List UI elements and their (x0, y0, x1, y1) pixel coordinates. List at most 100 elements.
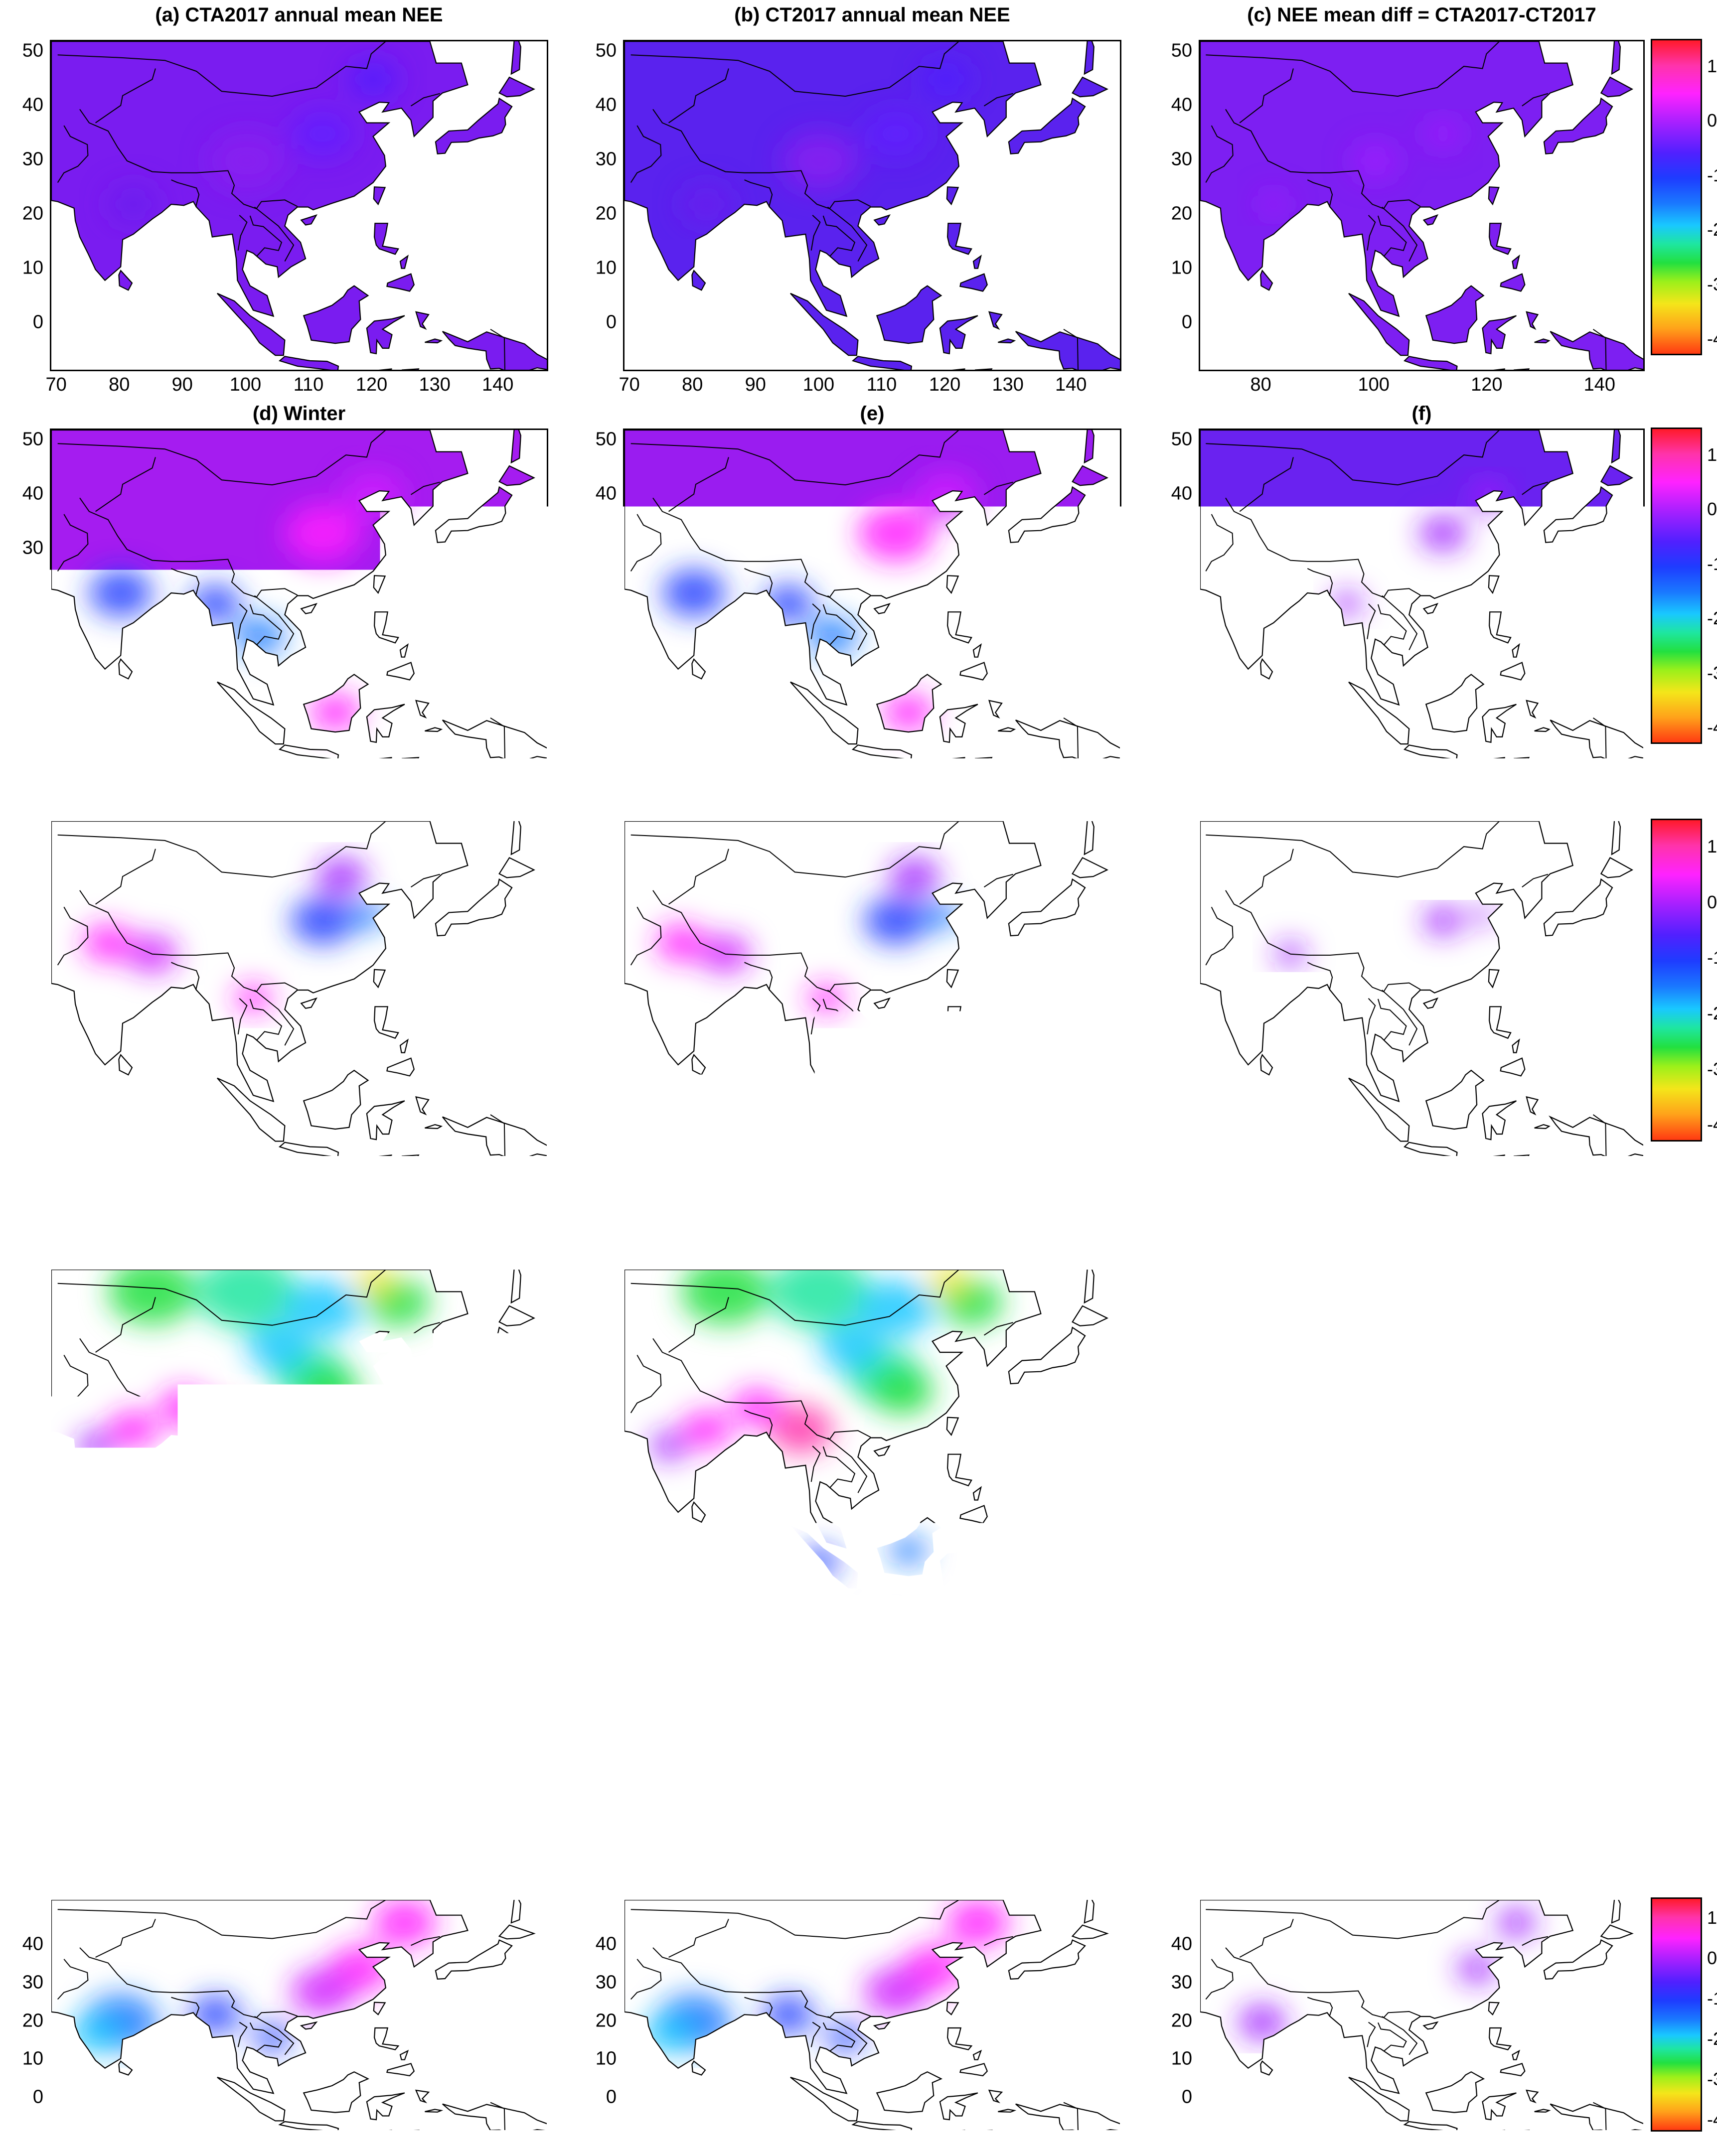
coastline (938, 1602, 965, 1604)
x-tick-label: 120 (356, 1160, 387, 1182)
colorbar-tick-label: 0 (1707, 499, 1717, 520)
map-panel-c (1199, 40, 1645, 371)
coastline (971, 369, 992, 371)
x-tick-label: 120 (1471, 374, 1502, 396)
x-tick-label: 120 (929, 763, 960, 784)
map-panel-g (50, 820, 548, 1157)
y-tick-label: 30 (586, 537, 617, 559)
coastline (1511, 1155, 1529, 1157)
y-tick-label: 20 (586, 591, 617, 613)
coastline (1481, 369, 1505, 371)
x-tick-label: 100 (1358, 1160, 1389, 1182)
y-tick-label: 10 (586, 257, 617, 279)
x-tick-label: 80 (1250, 374, 1271, 396)
y-tick-label: 10 (1161, 1489, 1192, 1510)
coastline (938, 757, 965, 760)
x-tick-label: 90 (745, 374, 766, 396)
colorbar-tick-label: -4 (1707, 717, 1717, 738)
panel-title-c: (c) NEE mean diff = CTA2017-CT2017 (1199, 4, 1645, 26)
y-tick-label: 30 (1161, 1972, 1192, 1993)
x-tick-label: 130 (419, 374, 450, 396)
y-tick-label: 50 (586, 429, 617, 450)
panel-title-m: (m) Autumn (50, 1872, 548, 1895)
coastline (1511, 1602, 1529, 1604)
x-tick-label: 130 (992, 763, 1023, 784)
colorbar-tick-label: -1 (1707, 947, 1717, 968)
y-tick-label: 40 (12, 94, 43, 116)
coastline (398, 2131, 419, 2132)
y-tick-label: 10 (12, 646, 43, 667)
y-tick-label: 0 (1161, 1544, 1192, 1566)
y-tick-label: 30 (12, 1972, 43, 1993)
y-tick-label: 0 (12, 1544, 43, 1566)
coastline (365, 2131, 392, 2132)
colorbar-tick-label: -1 (1707, 1988, 1717, 2009)
x-tick-label: 90 (745, 1160, 766, 1182)
x-tick-label: 140 (1584, 763, 1615, 784)
colorbar-c (1651, 39, 1702, 355)
y-tick-label: 20 (12, 203, 43, 224)
x-tick-label: 70 (619, 374, 640, 396)
x-tick-label: 80 (109, 1160, 130, 1182)
coastline (1511, 2131, 1529, 2132)
y-tick-label: 30 (586, 1972, 617, 1993)
y-tick-label: 50 (586, 40, 617, 61)
y-tick-label: 20 (1161, 2010, 1192, 2031)
x-tick-label: 90 (172, 763, 193, 784)
map-svg-b (624, 41, 1121, 371)
y-tick-label: 30 (586, 148, 617, 170)
x-tick-label: 80 (682, 763, 703, 784)
panel-title-f: (f) (1199, 403, 1645, 425)
x-tick-label: 100 (803, 374, 834, 396)
y-tick-label: 0 (586, 2086, 617, 2108)
coastline (398, 369, 419, 371)
y-tick-label: 30 (586, 931, 617, 952)
colorbar-tick-label: 0 (1707, 110, 1717, 131)
y-tick-label: 10 (12, 2048, 43, 2070)
y-tick-label: 10 (586, 646, 617, 667)
y-tick-label: 10 (1161, 1041, 1192, 1063)
map-svg-g (51, 821, 548, 1157)
map-panel-h (623, 820, 1121, 1157)
y-tick-label: 20 (586, 986, 617, 1007)
y-tick-label: 0 (12, 700, 43, 721)
y-tick-label: 20 (586, 2010, 617, 2031)
colorbar-tick-label: -3 (1707, 1506, 1717, 1527)
x-tick-label: 110 (867, 1607, 897, 1629)
x-tick-label: 120 (1471, 1160, 1502, 1182)
map-svg-j (51, 1270, 548, 1604)
x-tick-label: 130 (992, 1607, 1023, 1629)
x-tick-label: 140 (482, 1160, 513, 1182)
y-tick-label: 10 (12, 257, 43, 279)
x-tick-label: 80 (682, 1607, 703, 1629)
coastline (398, 757, 419, 760)
panel-title-l: (l) (1199, 1242, 1645, 1265)
colorbar-tick-label: -2 (1707, 219, 1717, 240)
y-tick-label: 50 (12, 429, 43, 450)
x-tick-label: 70 (46, 374, 67, 396)
x-tick-label: 110 (294, 1607, 324, 1629)
y-tick-label: 40 (12, 1934, 43, 1955)
coastline (365, 1602, 392, 1604)
y-tick-label: 50 (586, 1269, 617, 1290)
y-tick-label: 20 (12, 986, 43, 1007)
y-tick-label: 50 (12, 820, 43, 842)
map-panel-d (50, 429, 548, 760)
y-tick-label: 50 (1161, 820, 1192, 842)
y-tick-label: 0 (586, 1097, 617, 1118)
coastline (1481, 1155, 1505, 1157)
panel-title-k: (k) (623, 1242, 1121, 1265)
y-tick-label: 40 (12, 875, 43, 897)
y-tick-label: 50 (1161, 1895, 1192, 1917)
x-tick-label: 70 (619, 763, 640, 784)
colorbar-tick-label: -1 (1707, 554, 1717, 575)
x-tick-label: 80 (1250, 1607, 1271, 1629)
coastline (971, 2131, 992, 2132)
x-tick-label: 120 (929, 1160, 960, 1182)
y-tick-label: 10 (1161, 257, 1192, 279)
x-tick-label: 110 (294, 1160, 324, 1182)
x-tick-label: 80 (682, 374, 703, 396)
x-tick-label: 90 (745, 1607, 766, 1629)
colorbar-tick-label: 1 (1707, 1907, 1717, 1928)
